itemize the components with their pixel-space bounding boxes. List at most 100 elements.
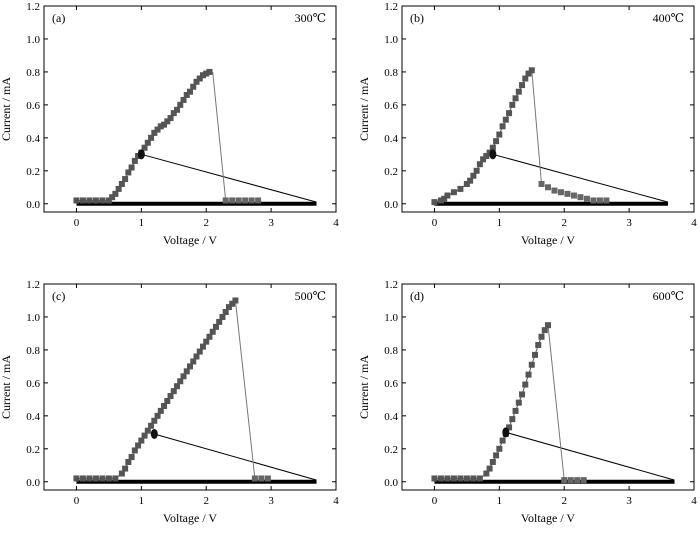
knee-point (489, 149, 497, 160)
x-tick-label: 3 (268, 495, 274, 507)
data-point (467, 177, 474, 184)
data-point (183, 368, 190, 375)
data-point (470, 475, 477, 482)
tail-point (603, 197, 610, 204)
data-point (515, 88, 522, 95)
data-point (161, 121, 168, 128)
tail-point (570, 192, 577, 199)
y-axis-title: Current / mA (357, 77, 371, 141)
data-point (157, 123, 164, 130)
data-point (212, 323, 219, 330)
data-point (164, 398, 171, 405)
y-axis-title: Current / mA (0, 355, 13, 419)
x-tick-label: 2 (203, 495, 209, 507)
x-tick-label: 4 (691, 495, 697, 507)
data-point (532, 351, 539, 358)
tail-point (580, 477, 587, 484)
data-point (148, 134, 155, 141)
data-point (122, 176, 129, 183)
data-point (480, 156, 487, 163)
knee-point (150, 428, 158, 439)
data-point (105, 197, 112, 204)
tail-point (596, 197, 603, 204)
data-point (73, 197, 80, 204)
data-point (506, 110, 513, 117)
data-point (138, 437, 145, 444)
data-point (190, 83, 197, 90)
y-tick-label: 0.6 (26, 378, 40, 390)
data-point (535, 341, 542, 348)
plot-frame (43, 283, 337, 491)
tail-point (545, 184, 551, 191)
data-point (105, 475, 112, 482)
temperature-annotation: 500℃ (295, 289, 326, 303)
data-point (483, 152, 490, 159)
y-tick-label: 0.2 (26, 444, 40, 456)
data-point (174, 106, 181, 113)
x-tick-label: 0 (432, 217, 438, 229)
y-tick-label: 0.4 (26, 133, 40, 145)
data-point (496, 445, 503, 452)
data-point (170, 110, 177, 117)
data-point (444, 192, 451, 199)
data-point (122, 465, 129, 472)
data-point (196, 348, 203, 355)
tail-point (574, 477, 581, 484)
x-axis-title: Voltage / V (163, 511, 218, 525)
plot-frame (401, 283, 695, 491)
data-point (144, 427, 151, 434)
data-point (225, 304, 232, 311)
data-point (463, 475, 470, 482)
x-tick-label: 4 (333, 495, 339, 507)
y-tick-label: 1.2 (26, 1, 40, 13)
tail-point (264, 475, 271, 482)
data-point (154, 412, 161, 419)
data-point (232, 297, 239, 304)
data-point (457, 475, 464, 482)
data-point (522, 381, 529, 388)
data-point (525, 371, 532, 378)
data-point (112, 190, 119, 197)
y-tick-label: 0.6 (26, 100, 40, 112)
data-point (177, 378, 184, 385)
data-point (79, 475, 86, 482)
x-tick-label: 1 (139, 495, 145, 507)
data-point (141, 144, 148, 151)
data-point (148, 422, 155, 429)
data-point (216, 318, 223, 325)
data-point (502, 116, 509, 123)
data-point (528, 67, 535, 74)
data-point (131, 157, 138, 164)
temperature-annotation: 300℃ (295, 11, 326, 25)
knee-point (137, 149, 145, 160)
data-point (493, 138, 500, 145)
y-tick-label: 0.8 (26, 345, 40, 357)
data-point (522, 75, 529, 82)
data-point (167, 393, 174, 400)
x-tick-label: 3 (268, 217, 274, 229)
data-point (183, 91, 190, 98)
y-tick-label: 1.0 (26, 34, 40, 46)
y-tick-label: 0.2 (384, 444, 398, 456)
data-point (496, 131, 503, 138)
data-point (131, 447, 138, 454)
data-point (196, 75, 203, 82)
data-point (512, 95, 519, 102)
data-point (470, 172, 477, 179)
x-tick-label: 0 (432, 495, 438, 507)
panel-label: (a) (52, 11, 65, 25)
x-tick-label: 1 (497, 217, 503, 229)
data-point (219, 313, 226, 320)
data-point (525, 70, 532, 77)
return-line (505, 431, 675, 481)
data-point (519, 391, 526, 398)
y-tick-label: 0.0 (384, 477, 398, 489)
y-axis-title: Current / mA (0, 77, 13, 141)
tail-point (229, 197, 236, 204)
data-point (203, 70, 210, 77)
x-axis-title: Voltage / V (521, 233, 576, 247)
data-point (199, 343, 206, 350)
x-tick-label: 2 (561, 217, 567, 229)
data-point (206, 333, 213, 340)
y-tick-label: 0.0 (384, 199, 398, 211)
